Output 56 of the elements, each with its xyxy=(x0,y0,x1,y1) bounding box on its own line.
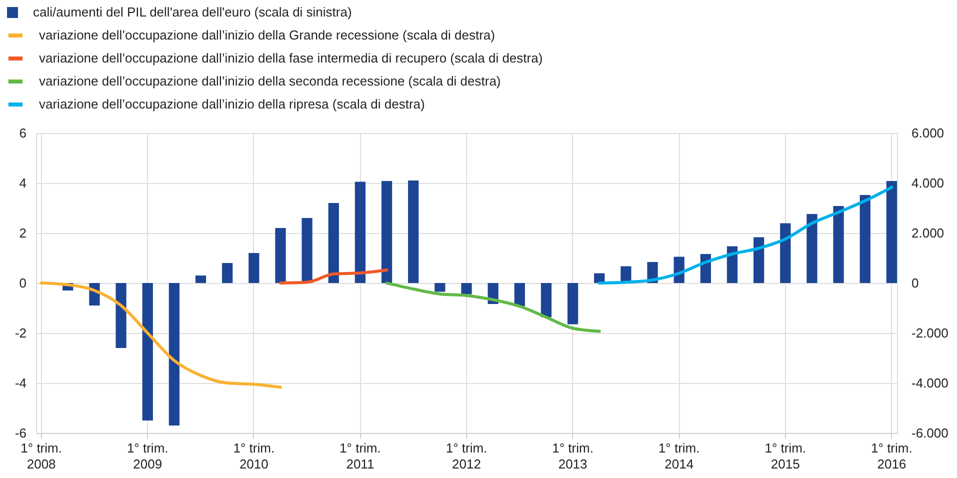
y2-tick-label: -4.000 xyxy=(912,376,948,390)
bar xyxy=(142,283,153,420)
bar xyxy=(540,283,552,318)
x-tick-label: 1° trim. 2010 xyxy=(233,440,275,472)
bar xyxy=(780,223,791,283)
legend-label: variazione dell’occupazione dall’inizio della fase intermedia di recupero (scala di destra) xyxy=(39,50,543,66)
y2-tick-label: 4.000 xyxy=(912,176,944,190)
y-tick-label: -4 xyxy=(14,376,26,390)
y-tick-label: 2 xyxy=(19,226,26,240)
bar xyxy=(116,283,126,348)
x-tick-label: 1° trim. 2008 xyxy=(20,440,62,472)
bar xyxy=(408,180,419,283)
bar xyxy=(248,253,260,283)
line-series xyxy=(385,282,601,333)
x-tick-label: 1° trim. 2012 xyxy=(446,440,488,472)
bar xyxy=(860,195,870,283)
bar xyxy=(567,283,578,324)
y-tick-label: -6 xyxy=(14,426,26,440)
bar xyxy=(806,214,818,283)
bar xyxy=(381,181,392,283)
bar xyxy=(328,203,339,283)
x-tick-label: 1° trim. 2015 xyxy=(764,440,806,472)
bar xyxy=(168,283,180,426)
y2-tick-label: -2.000 xyxy=(912,326,948,340)
line-series xyxy=(598,186,894,284)
y2-tick-label: 2.000 xyxy=(912,226,944,240)
x-tick-label: 1° trim. 2013 xyxy=(552,440,594,472)
bar xyxy=(222,263,233,283)
y2-tick-label: -6.000 xyxy=(912,426,948,440)
x-tick-label: 1° trim. 2011 xyxy=(340,440,381,472)
bar xyxy=(833,206,844,283)
legend-label: cali/aumenti del PIL dell'area dell'euro (scala di sinistra) xyxy=(33,4,352,20)
y-tick-label: 0 xyxy=(19,276,26,290)
bar xyxy=(726,246,738,283)
y2-tick-label: 6.000 xyxy=(912,126,944,140)
y2-tick-label: 0 xyxy=(912,276,919,290)
bar xyxy=(302,218,312,283)
bar xyxy=(754,237,764,283)
bar xyxy=(886,181,897,283)
bar xyxy=(354,182,366,283)
legend-label: variazione dell’occupazione dall’inizio della Grande recessione (scala di destra) xyxy=(39,28,495,42)
bar xyxy=(514,283,525,306)
line-series xyxy=(40,282,282,389)
line-series xyxy=(278,268,388,284)
x-tick-label: 1° trim. 2009 xyxy=(126,440,168,472)
x-tick-label: 1° trim. 2014 xyxy=(658,440,700,472)
bar xyxy=(275,228,286,283)
y-tick-label: 4 xyxy=(19,176,26,190)
y-tick-label: 6 xyxy=(19,126,26,140)
y-tick-label: -2 xyxy=(14,326,26,340)
x-tick-label: 1° trim. 2016 xyxy=(871,440,912,472)
legend-label: variazione dell’occupazione dall’inizio della ripresa (scala di destra) xyxy=(39,96,425,112)
legend-label: variazione dell’occupazione dall’inizio della seconda recessione (scala di destra) xyxy=(39,74,501,88)
bar xyxy=(195,276,206,283)
bar xyxy=(461,283,472,294)
bar xyxy=(434,283,446,292)
